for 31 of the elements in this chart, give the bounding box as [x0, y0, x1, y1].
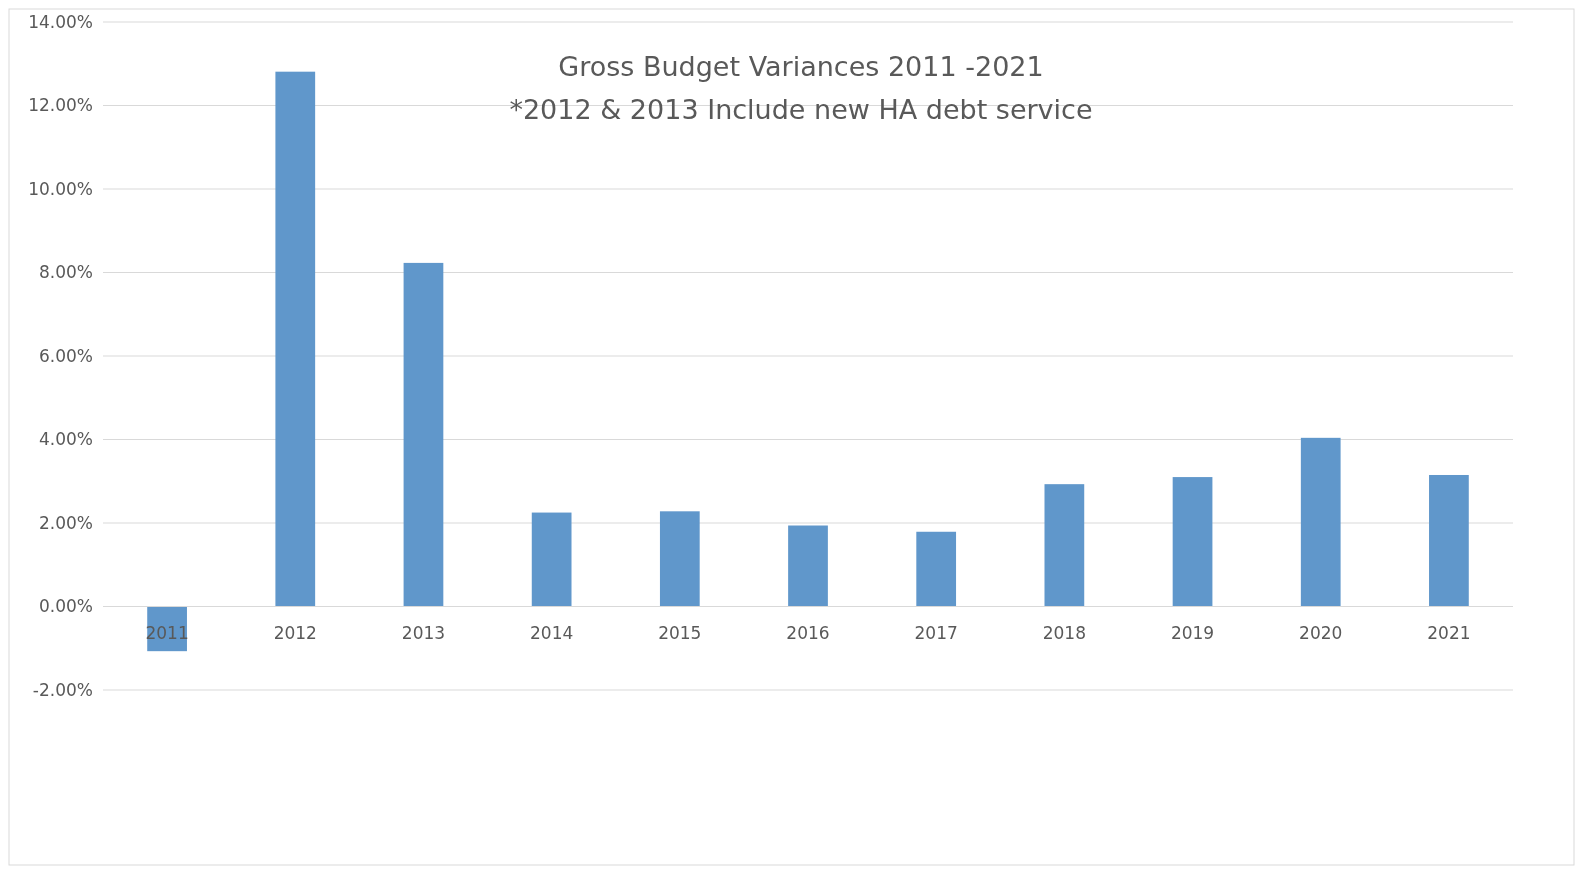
- y-tick-label: 8.00%: [38, 262, 93, 283]
- x-tick-label: 2016: [786, 622, 830, 643]
- x-tick-label: 2017: [914, 622, 958, 643]
- bar: [403, 262, 444, 607]
- y-tick-label: 4.00%: [38, 429, 93, 450]
- bar: [1044, 484, 1085, 607]
- y-tick-label: 0.00%: [38, 596, 93, 617]
- bar: [659, 511, 700, 607]
- y-tick-label: 12.00%: [28, 95, 93, 116]
- bar: [788, 525, 828, 607]
- y-tick-label: -2.00%: [32, 679, 93, 700]
- x-tick-label: 2019: [1170, 622, 1215, 643]
- x-tick-label: 2015: [658, 622, 702, 643]
- x-tick-label: 2014: [530, 622, 574, 643]
- y-tick-label: 10.00%: [28, 178, 93, 199]
- x-tick-label: 2013: [401, 622, 446, 643]
- bar: [916, 531, 957, 607]
- x-tick-label: 2021: [1427, 622, 1471, 643]
- text: *2012 & 2013 Include new HA debt service: [509, 94, 1093, 125]
- text: Gross Budget Variances 2011 -2021: [558, 51, 1044, 82]
- y-tick-label: 2.00%: [38, 512, 93, 533]
- x-tick-label: 2012: [273, 622, 317, 643]
- y-tick-label: 6.00%: [38, 345, 93, 366]
- x-tick-label: 2018: [1042, 622, 1086, 643]
- bar: [1300, 437, 1341, 607]
- bar: [531, 512, 572, 607]
- y-tick-label: 14.00%: [28, 11, 93, 32]
- x-tick-label: 2020: [1299, 622, 1343, 643]
- bar: [275, 71, 316, 607]
- bar: [1429, 474, 1469, 607]
- bar: [1172, 477, 1213, 607]
